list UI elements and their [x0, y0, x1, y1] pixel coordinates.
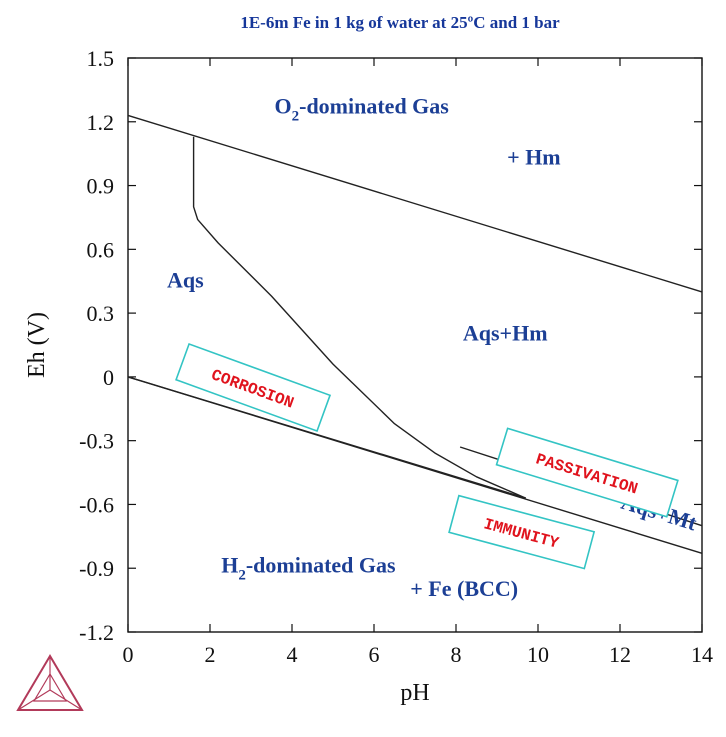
region-label: Aqs — [167, 268, 204, 293]
region-label-rest: -dominated Gas — [299, 93, 449, 118]
region-label-subscript: 2 — [292, 108, 300, 124]
y-tick-label: 1.2 — [87, 110, 115, 135]
y-tick-label: -0.3 — [79, 429, 114, 454]
y-tick-label: 1.5 — [87, 46, 115, 71]
logo-icon — [16, 654, 84, 711]
y-tick-label: 0.6 — [87, 237, 115, 262]
boundary-line-3 — [192, 136, 526, 499]
x-tick-label: 0 — [123, 642, 134, 667]
x-tick-label: 8 — [451, 642, 462, 667]
tick-layer: 0 2 4 6 8 10 12 14 1.5 1.2 0.9 0.6 0.3 0 -0.3 -0.6 -0.9 -… — [79, 46, 713, 667]
region-label: H2-dominated Gas — [221, 552, 396, 583]
region-label-rest: -dominated Gas — [246, 552, 396, 577]
x-tick-label: 12 — [609, 642, 631, 667]
region-label: Aqs+Hm — [463, 321, 548, 346]
region-labels: O2-dominated Gas+ HmAqsAqs+HmAqs+MtH2-do… — [167, 93, 700, 601]
y-tick-label: 0.3 — [87, 301, 115, 326]
x-tick-label: 14 — [691, 642, 713, 667]
region-label: O2-dominated Gas — [275, 93, 450, 124]
x-tick-label: 2 — [205, 642, 216, 667]
region-label: + Fe (BCC) — [410, 576, 518, 601]
region-label-subscript: 2 — [238, 567, 246, 583]
x-tick-label: 10 — [527, 642, 549, 667]
boundary-line-1 — [127, 114, 703, 293]
annotation-corrosion: CORROSION — [175, 342, 332, 433]
y-axis-title: Eh (V) — [24, 312, 50, 378]
annotation-immunity: IMMUNITY — [448, 494, 596, 570]
annotation-passivation: PASSIVATION — [495, 427, 679, 518]
plot-frame — [127, 57, 703, 633]
annotation-box — [448, 494, 596, 570]
region-label: + Hm — [507, 144, 560, 169]
region-label-main: H — [221, 552, 238, 577]
x-axis-title: pH — [400, 680, 429, 706]
x-tick-label: 4 — [287, 642, 298, 667]
region-label-main: O — [275, 93, 292, 118]
y-tick-label: -0.9 — [79, 556, 114, 581]
y-tick-label: 0.9 — [87, 174, 115, 199]
annotation-box — [175, 342, 332, 433]
boundary-line-5 — [127, 376, 526, 499]
chart-title: 1E-6m Fe in 1 kg of water at 25ºC and 1 … — [240, 13, 560, 32]
y-tick-label: 0 — [103, 365, 114, 390]
x-tick-label: 6 — [369, 642, 380, 667]
annotation-box — [495, 427, 679, 518]
y-tick-label: -0.6 — [79, 492, 114, 517]
y-tick-label: -1.2 — [79, 620, 114, 645]
